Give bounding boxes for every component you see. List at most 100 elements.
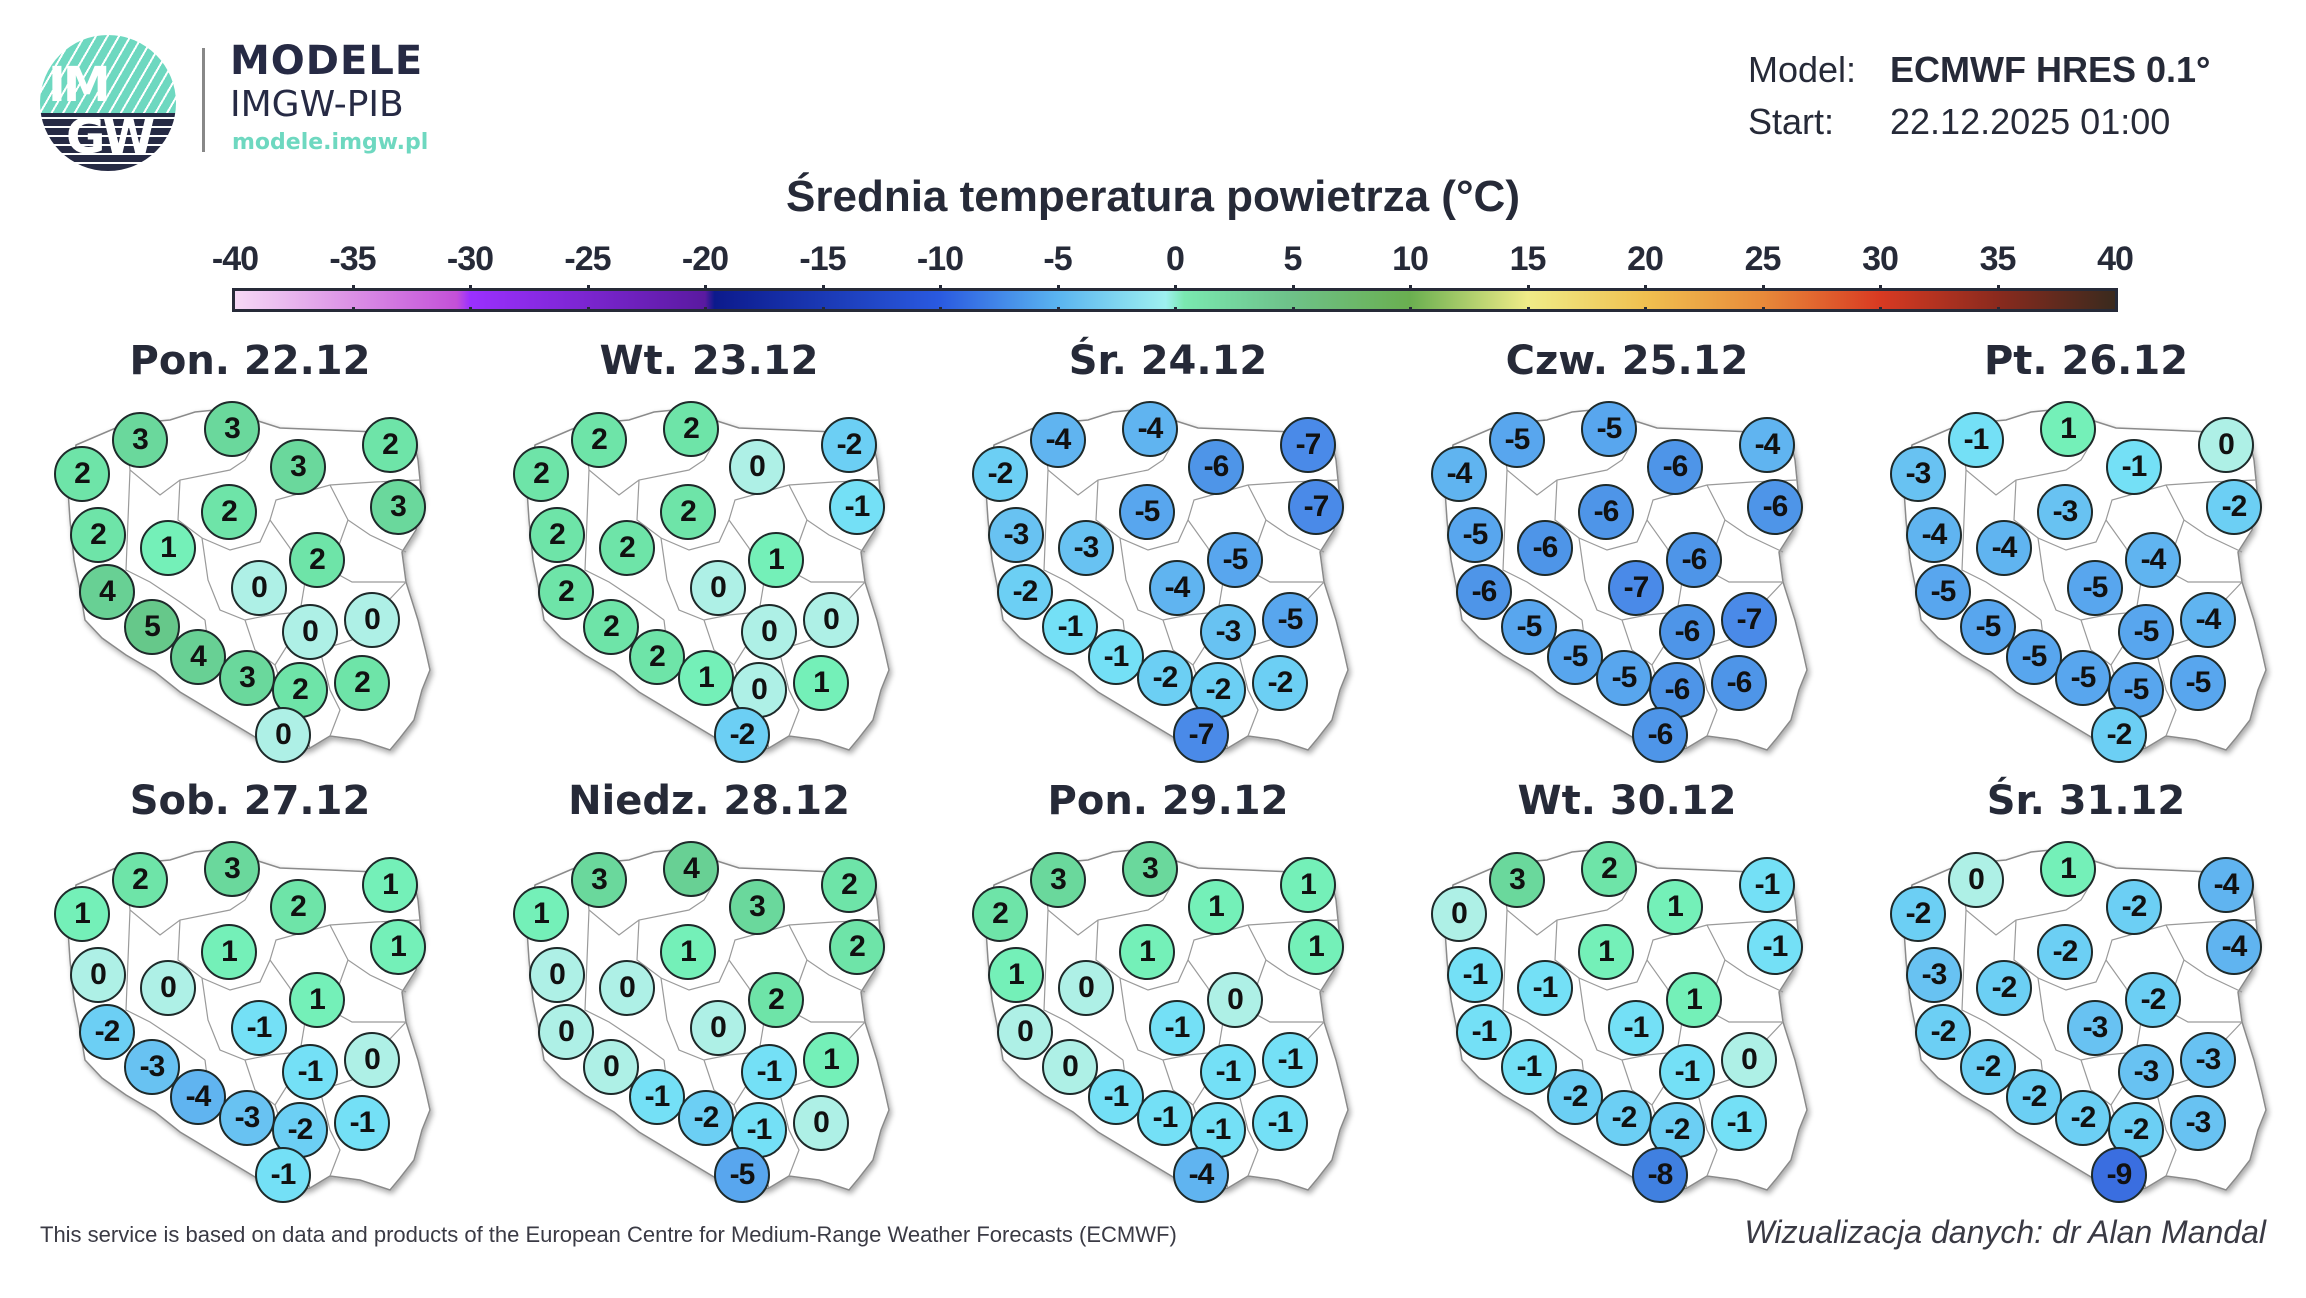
station-value-bubble: -4	[1149, 560, 1205, 616]
colorbar-tick-label: 10	[1392, 240, 1429, 278]
station-value-bubble: 4	[170, 629, 226, 685]
station-value-bubble: 3	[112, 412, 168, 468]
station-value-bubble: -7	[1608, 560, 1664, 616]
logo-stripes-bottom	[40, 113, 176, 171]
colorbar-tick-mark	[1056, 282, 1060, 312]
day-title: Czw. 25.12	[1505, 338, 1749, 384]
logo-text-top: IM	[48, 57, 111, 113]
station-value-bubble: -7	[1721, 592, 1777, 648]
station-value-bubble: -2	[1960, 1039, 2016, 1095]
station-value-bubble: -1	[1659, 1044, 1715, 1100]
station-value-bubble: 3	[1030, 852, 1086, 908]
station-value-bubble: -2	[2125, 972, 2181, 1028]
station-value-bubble: 1	[54, 886, 110, 942]
station-value-bubble: -2	[1137, 650, 1193, 706]
station-value-bubble: 2	[972, 886, 1028, 942]
station-value-bubble: -1	[1739, 857, 1795, 913]
station-value-bubble: -2	[972, 446, 1028, 502]
station-value-bubble: -3	[1200, 604, 1256, 660]
station-value-bubble: 3	[370, 479, 426, 535]
station-value-bubble: -4	[1431, 446, 1487, 502]
colorbar-tick-mark	[1761, 282, 1765, 312]
station-value-bubble: -1	[1262, 1032, 1318, 1088]
station-value-bubble: 0	[1042, 1039, 1098, 1095]
station-value-bubble: 2	[629, 629, 685, 685]
day-title: Niedz. 28.12	[568, 778, 850, 824]
station-value-bubble: 1	[1188, 879, 1244, 935]
station-value-bubble: -4	[2125, 532, 2181, 588]
station-value-bubble: -2	[678, 1090, 734, 1146]
station-value-bubble: -3	[124, 1039, 180, 1095]
station-value-bubble: 0	[1431, 886, 1487, 942]
station-value-bubble: -1	[1447, 947, 1503, 1003]
day-title: Sob. 27.12	[129, 778, 371, 824]
station-value-bubble: 0	[1058, 960, 1114, 1016]
station-value-bubble: -2	[2108, 1102, 2164, 1158]
station-value-bubble: 1	[1647, 879, 1703, 935]
station-value-bubble: -1	[282, 1044, 338, 1100]
station-value-bubble: 2	[270, 879, 326, 935]
colorbar-tick-mark	[351, 282, 355, 312]
station-value-bubble: 1	[1666, 972, 1722, 1028]
station-value-bubble: -1	[1948, 412, 2004, 468]
station-value-bubble: -3	[2118, 1044, 2174, 1100]
station-value-bubble: -2	[997, 564, 1053, 620]
colorbar-tick-mark	[1879, 282, 1882, 312]
station-value-bubble: -3	[1890, 446, 1946, 502]
colorbar-tick-mark	[704, 282, 707, 312]
day-panel: Pon. 22.12 2 3 3 3 2 3 2 1 2 2 0 4 0 0 5 4 3 2 2 0	[30, 320, 490, 763]
station-value-bubble: -4	[1739, 417, 1795, 473]
station-value-bubble: -6	[1747, 479, 1803, 535]
station-value-bubble: -5	[1581, 401, 1637, 457]
station-value-bubble: -4	[1173, 1147, 1229, 1203]
station-value-bubble: -6	[1647, 439, 1703, 495]
station-value-bubble: -5	[1262, 592, 1318, 648]
colorbar-tick-mark	[1644, 282, 1647, 312]
station-value-bubble: 0	[2198, 417, 2254, 473]
chart-title: Średnia temperatura powietrza (°C)	[786, 172, 1520, 221]
brand-url-link[interactable]: modele.imgw.pl	[232, 130, 429, 155]
station-value-bubble: -5	[1489, 412, 1545, 468]
station-value-bubble: -3	[219, 1090, 275, 1146]
station-value-bubble: -6	[1456, 564, 1512, 620]
day-title: Śr. 24.12	[1068, 338, 1268, 384]
model-value: ECMWF HRES 0.1°	[1890, 49, 2211, 90]
colorbar-tick-label: -40	[211, 240, 259, 278]
station-value-bubble: -1	[2106, 439, 2162, 495]
day-panel: Czw. 25.12 -4 -5 -5 -6 -4 -6 -5 -6 -6 -6 -7 -6 -7 -6 -5…	[1407, 320, 1867, 763]
station-value-bubble: -4	[2206, 919, 2262, 975]
station-value-bubble: 0	[255, 707, 311, 763]
day-title: Pt. 26.12	[1983, 338, 2189, 384]
station-value-bubble: -2	[1252, 655, 1308, 711]
day-panel: Wt. 30.12 0 3 2 1 -1 -1 -1 -1 1 1 -1 -1 0 -1 -1 -2 -2 -2 -1…	[1407, 760, 1867, 1203]
station-value-bubble: 0	[583, 1039, 639, 1095]
start-value: 22.12.2025 01:00	[1890, 101, 2171, 142]
station-value-bubble: -4	[1976, 520, 2032, 576]
station-value-bubble: 3	[219, 650, 275, 706]
station-value-bubble: -1	[1137, 1090, 1193, 1146]
colorbar-tick-label: 20	[1627, 240, 1664, 278]
station-value-bubble: 0	[529, 947, 585, 1003]
station-value-bubble: -1	[1517, 960, 1573, 1016]
station-value-bubble: 1	[793, 655, 849, 711]
day-panel: Śr. 31.12 -2 0 1 -2 -4 -4 -3 -2 -2 -2 -3 -2 -3 -3 -2 -2-…	[1866, 760, 2306, 1203]
station-value-bubble: 3	[204, 401, 260, 457]
station-value-bubble: 3	[571, 852, 627, 908]
day-title: Pon. 29.12	[1047, 778, 1289, 824]
station-value-bubble: -5	[1596, 650, 1652, 706]
station-value-bubble: 0	[690, 1000, 746, 1056]
colorbar-tick-label: 0	[1166, 240, 1185, 278]
station-value-bubble: 1	[678, 650, 734, 706]
station-value-bubble: -1	[231, 1000, 287, 1056]
colorbar-tick-label: 30	[1862, 240, 1899, 278]
station-value-bubble: -5	[714, 1147, 770, 1203]
station-value-bubble: 1	[803, 1032, 859, 1088]
station-value-bubble: 4	[663, 841, 719, 897]
station-value-bubble: -5	[2170, 655, 2226, 711]
station-value-bubble: 2	[599, 520, 655, 576]
station-value-bubble: 1	[1288, 919, 1344, 975]
station-value-bubble: -2	[1547, 1069, 1603, 1125]
colorbar-tick-mark	[1291, 282, 1295, 312]
credit-note: Wizualizacja danych: dr Alan Mandal	[1744, 1214, 2266, 1250]
station-value-bubble: 0	[741, 604, 797, 660]
